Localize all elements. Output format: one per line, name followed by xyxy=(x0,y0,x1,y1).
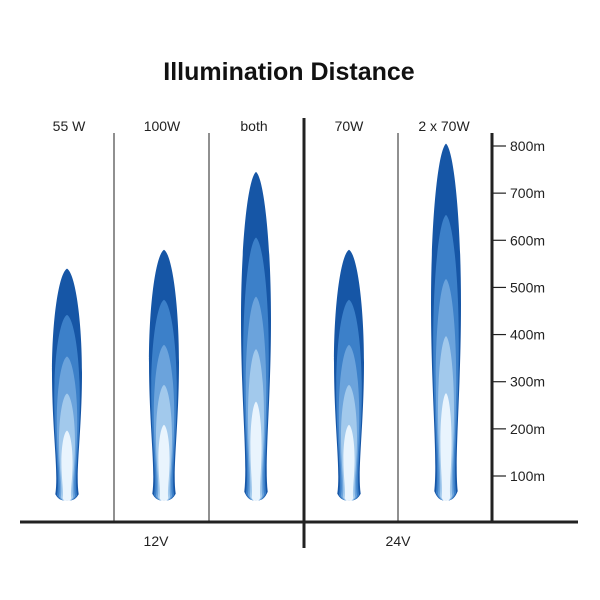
beam-band xyxy=(250,401,262,501)
y-tick-label: 200m xyxy=(510,421,545,437)
category-label: 100W xyxy=(144,118,181,134)
beam-55-w xyxy=(52,268,82,501)
beam-100w xyxy=(149,249,179,501)
beam-both xyxy=(241,171,271,501)
beam-70w xyxy=(334,249,364,501)
y-tick-label: 600m xyxy=(510,232,545,248)
y-tick-label: 500m xyxy=(510,279,545,295)
y-tick-label: 100m xyxy=(510,468,545,484)
y-tick-label: 700m xyxy=(510,185,545,201)
category-label: 2 x 70W xyxy=(418,118,470,134)
y-tick-label: 800m xyxy=(510,138,545,154)
beam-band xyxy=(440,393,452,501)
chart-title: Illumination Distance xyxy=(163,58,415,86)
beam-2-x-70w xyxy=(431,143,461,501)
beam-band xyxy=(158,424,170,501)
y-tick-label: 300m xyxy=(510,374,545,390)
beam-band xyxy=(61,430,73,501)
y-tick-label: 400m xyxy=(510,327,545,343)
category-label: 70W xyxy=(335,118,365,134)
group-label: 12V xyxy=(144,533,170,549)
category-label: both xyxy=(240,118,267,134)
category-label: 55 W xyxy=(53,118,86,134)
beam-band xyxy=(343,424,355,501)
group-label: 24V xyxy=(386,533,412,549)
